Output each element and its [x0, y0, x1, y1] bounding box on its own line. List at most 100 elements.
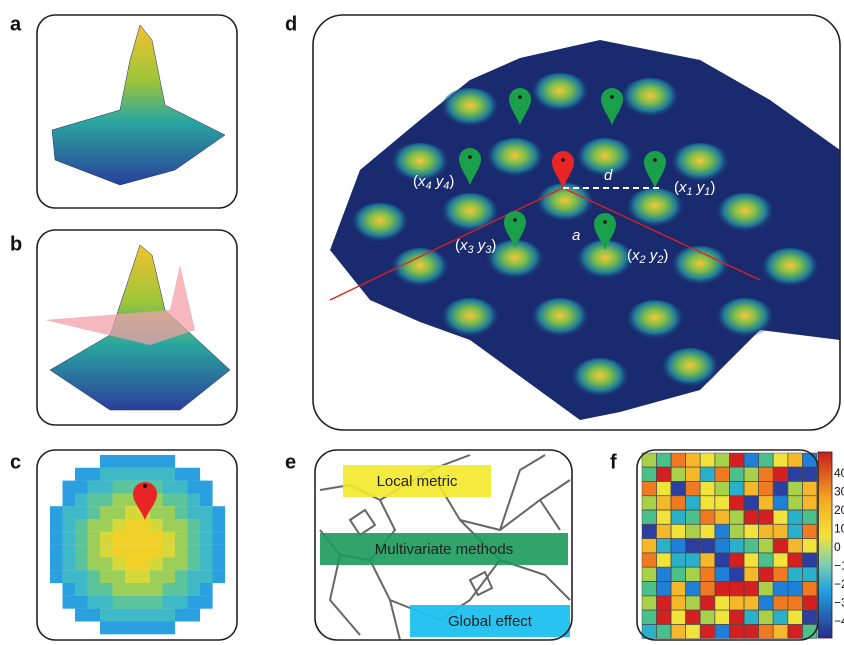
tile [715, 553, 729, 567]
cell [163, 596, 176, 609]
cell [188, 481, 201, 494]
cell [125, 455, 138, 468]
figure: a b c d (x4 y4)(x1 y1)(x3 y3)(x2 y2) d a… [0, 0, 844, 645]
cell [188, 570, 201, 583]
tile [759, 453, 773, 467]
tile [773, 453, 787, 467]
cell [113, 468, 126, 481]
tile [744, 582, 758, 596]
cell [150, 583, 163, 596]
tile [788, 467, 802, 481]
peak [715, 298, 775, 342]
tile [657, 610, 671, 624]
tile [715, 625, 729, 639]
tile [788, 496, 802, 510]
tile [773, 482, 787, 496]
colorbar [818, 452, 832, 638]
tile [642, 525, 656, 539]
tile [686, 453, 700, 467]
box-label: Multivariate methods [375, 541, 513, 558]
cell [88, 481, 101, 494]
tile [803, 510, 817, 524]
peak [660, 348, 720, 392]
cell [113, 596, 126, 609]
cell [175, 468, 188, 481]
cell [63, 493, 76, 506]
peak [530, 73, 590, 117]
tile [642, 453, 656, 467]
tile [788, 553, 802, 567]
cell [75, 468, 88, 481]
tile [715, 610, 729, 624]
cell [125, 621, 138, 634]
cell [188, 545, 201, 558]
tile [744, 525, 758, 539]
cell [188, 557, 201, 570]
tile [686, 625, 700, 639]
tile [759, 467, 773, 481]
cell [213, 532, 226, 545]
tile [642, 596, 656, 610]
cell [175, 481, 188, 494]
cell [100, 532, 113, 545]
cell [150, 596, 163, 609]
coordinate-part: 2 [639, 254, 646, 266]
cell [63, 596, 76, 609]
tile [730, 510, 744, 524]
tile [700, 453, 714, 467]
cell [200, 481, 213, 494]
tile [730, 453, 744, 467]
tile [686, 596, 700, 610]
tile [657, 467, 671, 481]
cell [113, 545, 126, 558]
cell [163, 583, 176, 596]
cell [138, 609, 151, 622]
cell [63, 481, 76, 494]
tile [788, 567, 802, 581]
cell [75, 519, 88, 532]
tile [788, 482, 802, 496]
tile [715, 510, 729, 524]
tile [803, 453, 817, 467]
tile [715, 482, 729, 496]
cell [113, 481, 126, 494]
cell [75, 583, 88, 596]
tile [744, 510, 758, 524]
cell [75, 570, 88, 583]
tile [773, 610, 787, 624]
cell [113, 493, 126, 506]
cell [63, 570, 76, 583]
tile [642, 496, 656, 510]
cell [163, 506, 176, 519]
tile [788, 596, 802, 610]
cell [88, 493, 101, 506]
surface [52, 25, 225, 185]
cell [175, 570, 188, 583]
cell [75, 506, 88, 519]
colorbar-label: −2 [834, 577, 844, 591]
cell [213, 570, 226, 583]
cell [138, 557, 151, 570]
cell [150, 506, 163, 519]
tile [730, 625, 744, 639]
cell [88, 468, 101, 481]
peak [440, 298, 500, 342]
mosaic [642, 453, 817, 639]
tile [744, 496, 758, 510]
coordinate-part: 2 [656, 254, 663, 266]
tile [730, 467, 744, 481]
tile [788, 582, 802, 596]
peak [760, 248, 820, 292]
cell [100, 609, 113, 622]
tile [803, 482, 817, 496]
coordinate-part: ) [491, 237, 496, 254]
cell [88, 609, 101, 622]
cell [100, 583, 113, 596]
tile [773, 539, 787, 553]
tile [686, 482, 700, 496]
tile [657, 482, 671, 496]
tile [700, 482, 714, 496]
cell [113, 583, 126, 596]
cell [188, 583, 201, 596]
cell [150, 519, 163, 532]
